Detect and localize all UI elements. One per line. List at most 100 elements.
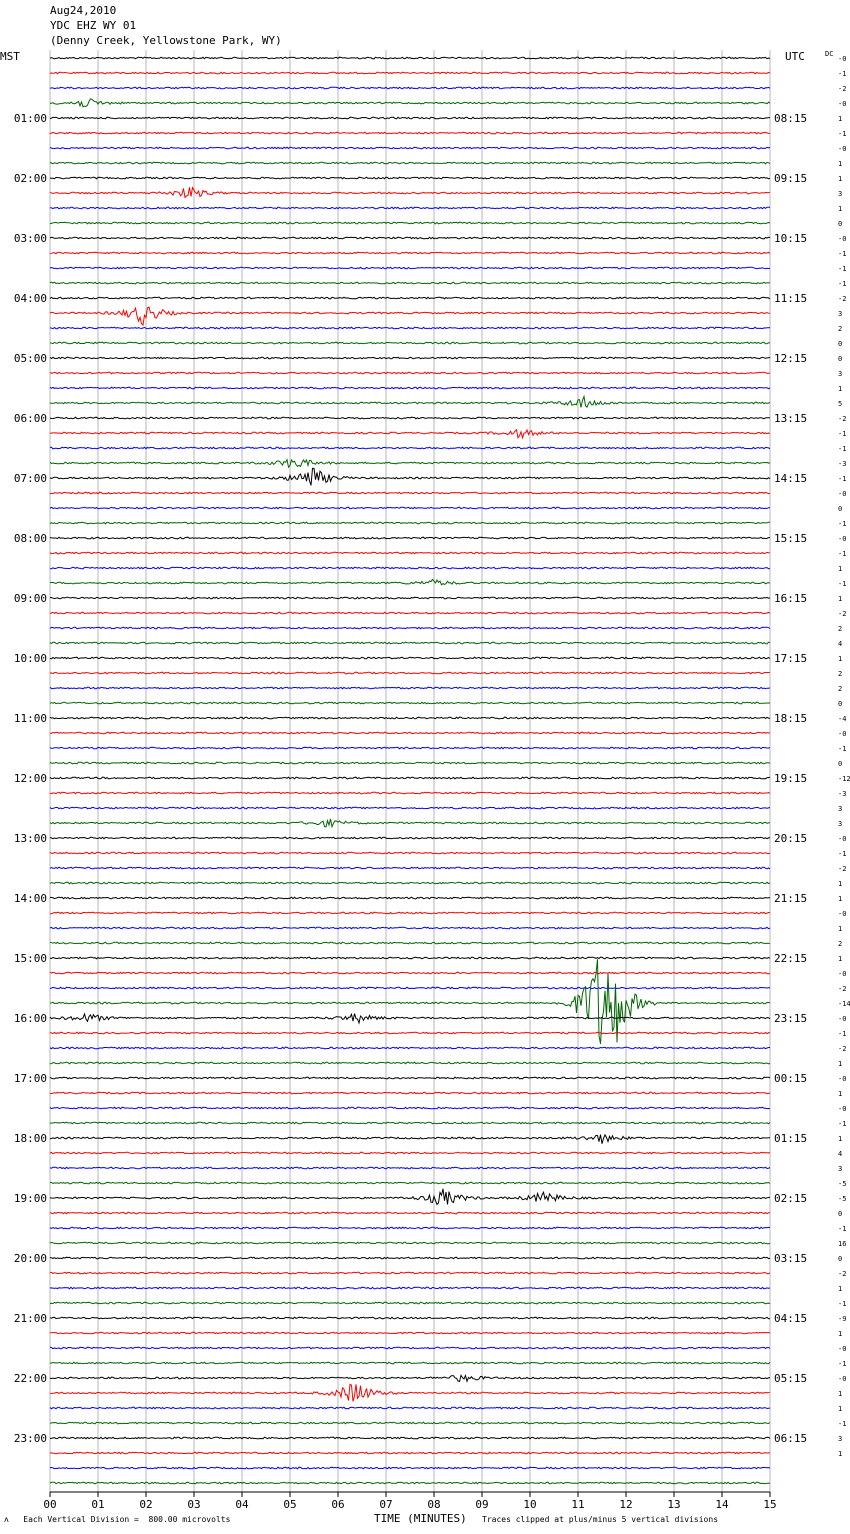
trace-row [49, 1061, 771, 1065]
dc-offset: -3 [838, 790, 846, 798]
dc-offset: -0 [838, 1075, 846, 1083]
dc-offset: -2 [838, 415, 846, 423]
right-hour-label: 23:15 [774, 1012, 807, 1025]
dc-offset: -1 [838, 850, 846, 858]
trace-row [49, 326, 771, 330]
left-hour-label: 09:00 [14, 592, 47, 605]
trace-row [49, 394, 771, 408]
trace-row [49, 371, 771, 375]
trace-row [49, 1151, 771, 1155]
right-hour-label: 19:15 [774, 772, 807, 785]
trace-row [49, 731, 771, 735]
trace-row [49, 1211, 771, 1215]
left-hour-label: 07:00 [14, 472, 47, 485]
dc-offset: 1 [838, 655, 842, 663]
left-hour-label: 06:00 [14, 412, 47, 425]
right-hour-label: 17:15 [774, 652, 807, 665]
right-hour-label: 01:15 [774, 1132, 807, 1145]
trace-row [49, 1451, 771, 1455]
trace-row [49, 1256, 771, 1260]
trace-row [49, 56, 771, 60]
dc-offset: -1 [838, 1120, 846, 1128]
dc-offset: -2 [838, 295, 846, 303]
trace-row [49, 71, 771, 75]
dc-offset: -2 [838, 610, 846, 618]
right-hour-label: 04:15 [774, 1312, 807, 1325]
dc-offset: 1 [838, 955, 842, 963]
dc-offset: 2 [838, 940, 842, 948]
trace-row [49, 1301, 771, 1305]
right-hour-label: 12:15 [774, 352, 807, 365]
trace-row [49, 428, 771, 440]
dc-offset: 1 [838, 160, 842, 168]
dc-offset: 1 [838, 1405, 842, 1413]
left-timezone-label: MST [0, 50, 20, 63]
trace-row [49, 1481, 771, 1485]
trace-row [49, 956, 771, 960]
trace-row [49, 206, 770, 210]
dc-offset: 1 [838, 880, 842, 888]
dc-offset: -0 [838, 490, 846, 498]
scale-text: Each Vertical Division = 800.00 microvol… [23, 1515, 231, 1524]
plot-date: Aug24,2010 [50, 4, 117, 17]
trace-row [49, 1076, 771, 1080]
left-hour-label: 17:00 [14, 1072, 47, 1085]
trace-row [49, 1166, 771, 1170]
trace-row [49, 306, 771, 327]
left-hour-label: 01:00 [14, 112, 47, 125]
left-hour-label: 02:00 [14, 172, 47, 185]
dc-offset: -0 [838, 145, 846, 153]
trace-row [49, 467, 771, 486]
trace-row [49, 746, 771, 750]
trace-row [49, 146, 771, 150]
trace-row [49, 716, 771, 720]
trace-group [49, 56, 771, 1485]
trace-row [49, 818, 771, 829]
dc-offset: -14 [838, 1000, 850, 1008]
dc-offset: 1 [838, 385, 842, 393]
trace-row [49, 1406, 771, 1410]
trace-row [49, 1226, 771, 1230]
trace-row [49, 1031, 771, 1035]
trace-row [49, 236, 771, 240]
dc-offset: -9 [838, 1315, 846, 1323]
dc-offset: 1 [838, 925, 842, 933]
dc-offset: 1 [838, 205, 842, 213]
trace-row [49, 881, 771, 885]
dc-offset: -0 [838, 970, 846, 978]
dc-offset: 1 [838, 1390, 842, 1398]
dc-offset: 1 [838, 1135, 842, 1143]
dc-offset: 0 [838, 700, 842, 708]
left-hour-label: 23:00 [14, 1432, 47, 1445]
left-hour-label: 13:00 [14, 832, 47, 845]
right-hour-label: 15:15 [774, 532, 807, 545]
x-tick-label: 03 [187, 1498, 200, 1511]
dc-offset: -2 [838, 1045, 846, 1053]
dc-offset: 0 [838, 355, 842, 363]
x-tick-label: 01 [91, 1498, 104, 1511]
trace-row [49, 521, 770, 525]
dc-offset: -1 [838, 1225, 846, 1233]
trace-row [49, 446, 771, 450]
left-hour-label: 19:00 [14, 1192, 47, 1205]
dc-offset: -2 [838, 865, 846, 873]
trace-row [49, 626, 771, 630]
x-tick-label: 09 [475, 1498, 488, 1511]
trace-row [49, 1271, 771, 1275]
right-hour-label: 13:15 [774, 412, 807, 425]
dc-offset: 1 [838, 1285, 842, 1293]
x-tick-label: 12 [619, 1498, 632, 1511]
trace-row [49, 959, 771, 1044]
station-location: (Denny Creek, Yellowstone Park, WY) [50, 34, 282, 47]
trace-row [49, 641, 771, 645]
dc-offset: 0 [838, 1210, 842, 1218]
trace-row [49, 266, 771, 270]
trace-row [49, 671, 771, 675]
dc-offset: -0 [838, 730, 846, 738]
trace-row [49, 506, 771, 510]
dc-offset: 4 [838, 640, 842, 648]
trace-row [49, 491, 771, 495]
trace-row [49, 296, 771, 300]
dc-offset: 3 [838, 820, 842, 828]
